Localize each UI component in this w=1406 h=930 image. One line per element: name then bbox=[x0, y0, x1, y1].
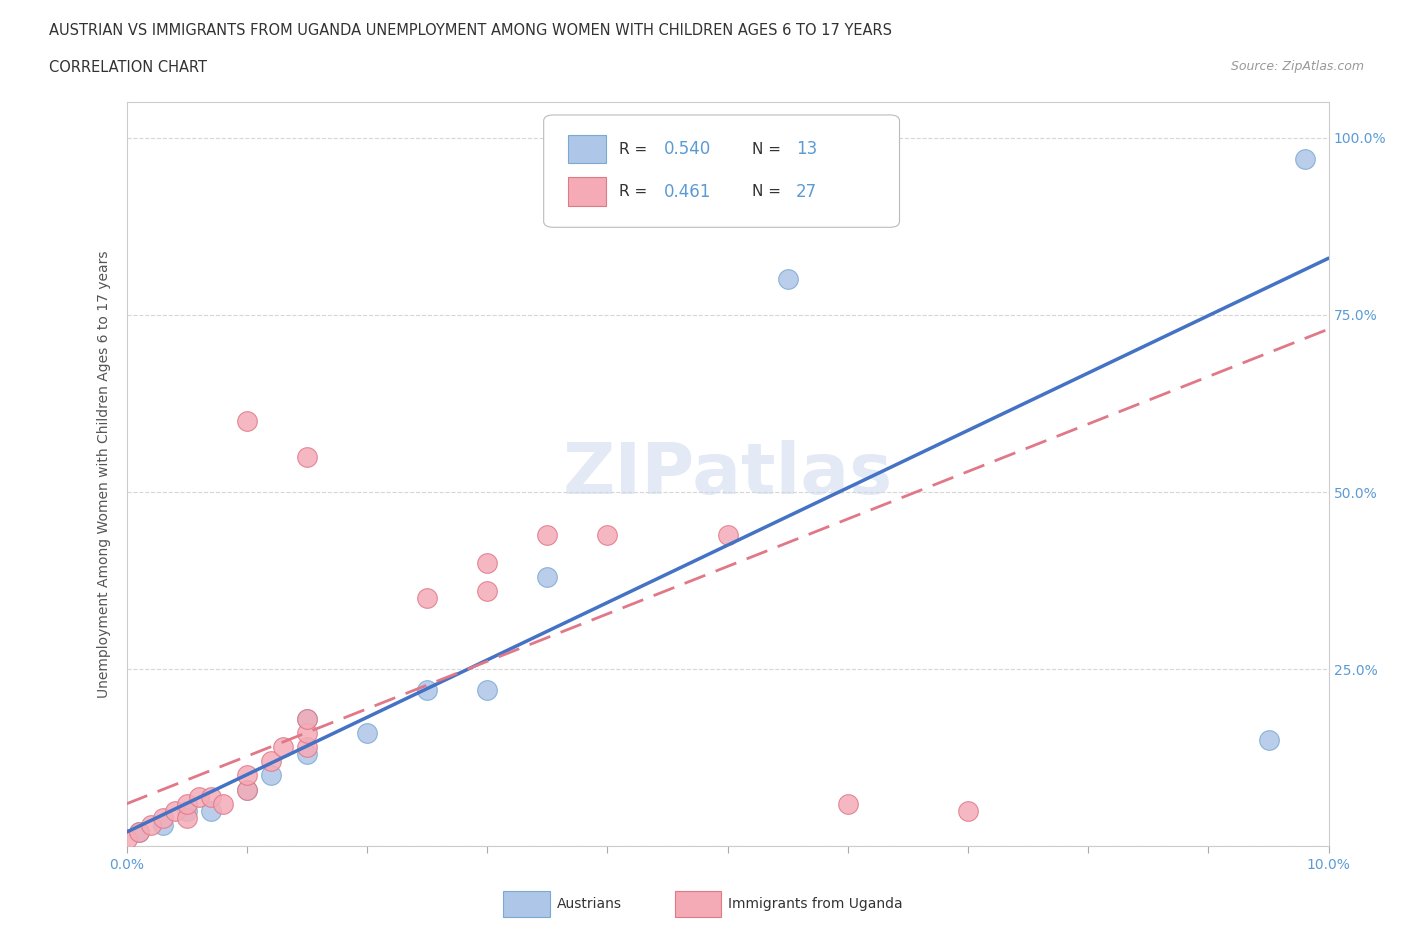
Text: R =: R = bbox=[620, 141, 648, 156]
Text: R =: R = bbox=[620, 184, 648, 199]
Point bbox=[271, 739, 294, 754]
Text: Source: ZipAtlas.com: Source: ZipAtlas.com bbox=[1230, 60, 1364, 73]
Point bbox=[176, 804, 198, 818]
Point bbox=[295, 711, 318, 726]
Y-axis label: Unemployment Among Women with Children Ages 6 to 17 years: Unemployment Among Women with Children A… bbox=[97, 250, 111, 698]
Text: 0.461: 0.461 bbox=[664, 182, 711, 201]
Point bbox=[295, 725, 318, 740]
Point bbox=[536, 527, 558, 542]
Point bbox=[139, 817, 162, 832]
Point bbox=[596, 527, 619, 542]
Text: Immigrants from Uganda: Immigrants from Uganda bbox=[728, 897, 903, 911]
Point bbox=[956, 804, 979, 818]
Point bbox=[260, 754, 283, 769]
Text: N =: N = bbox=[752, 184, 780, 199]
Point bbox=[235, 782, 259, 797]
Point bbox=[128, 825, 150, 840]
Point bbox=[200, 790, 222, 804]
Point bbox=[837, 796, 859, 811]
Point bbox=[416, 683, 439, 698]
Point bbox=[115, 831, 138, 846]
FancyBboxPatch shape bbox=[544, 115, 900, 227]
Bar bbox=[568, 178, 606, 206]
Point bbox=[260, 768, 283, 783]
Point bbox=[128, 825, 150, 840]
Point bbox=[1294, 152, 1316, 166]
Point bbox=[295, 739, 318, 754]
Text: 0.540: 0.540 bbox=[664, 140, 711, 158]
Point bbox=[152, 817, 174, 832]
Text: ZIPatlas: ZIPatlas bbox=[562, 440, 893, 509]
Point bbox=[356, 725, 378, 740]
Text: Austrians: Austrians bbox=[557, 897, 621, 911]
Point bbox=[776, 272, 799, 286]
Point bbox=[200, 804, 222, 818]
Point bbox=[295, 711, 318, 726]
Point bbox=[475, 555, 498, 570]
Point bbox=[475, 584, 498, 599]
Point bbox=[416, 591, 439, 605]
Point bbox=[163, 804, 186, 818]
Text: AUSTRIAN VS IMMIGRANTS FROM UGANDA UNEMPLOYMENT AMONG WOMEN WITH CHILDREN AGES 6: AUSTRIAN VS IMMIGRANTS FROM UGANDA UNEMP… bbox=[49, 23, 893, 38]
Point bbox=[235, 768, 259, 783]
Point bbox=[716, 527, 740, 542]
Point bbox=[295, 747, 318, 762]
Text: N =: N = bbox=[752, 141, 780, 156]
Point bbox=[235, 782, 259, 797]
Point bbox=[235, 414, 259, 429]
Point bbox=[475, 683, 498, 698]
Text: CORRELATION CHART: CORRELATION CHART bbox=[49, 60, 207, 75]
Point bbox=[176, 811, 198, 826]
Text: 27: 27 bbox=[796, 182, 817, 201]
Bar bbox=[568, 135, 606, 164]
Point bbox=[176, 796, 198, 811]
Text: 13: 13 bbox=[796, 140, 817, 158]
Point bbox=[187, 790, 209, 804]
Point bbox=[295, 449, 318, 464]
Point bbox=[211, 796, 233, 811]
Point bbox=[536, 569, 558, 584]
Point bbox=[1257, 733, 1279, 748]
Point bbox=[152, 811, 174, 826]
